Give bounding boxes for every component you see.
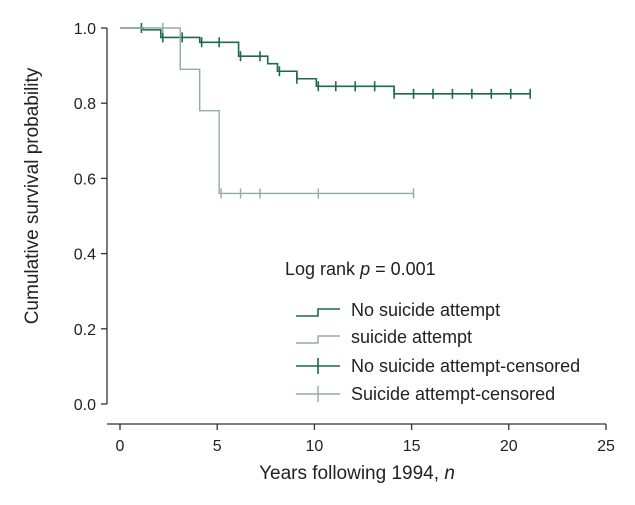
- survival-curve-suicide-attempt: [120, 27, 414, 195]
- y-tick-label-5: 1.0: [74, 21, 96, 38]
- x-axis-title: Years following 1994, n: [259, 463, 455, 484]
- y-tick-label-3: 0.6: [74, 171, 96, 188]
- x-tick-label-3: 15: [403, 438, 421, 455]
- series-suicide-attempt: [120, 23, 415, 199]
- series-no-suicide-attempt: [120, 23, 531, 99]
- y-tick-label-2: 0.4: [74, 247, 96, 264]
- series-layer: [120, 23, 531, 199]
- legend-label-suicide-attempt-censored: Suicide attempt-censored: [351, 384, 555, 404]
- legend-swatch-suicide-attempt: [296, 335, 340, 344]
- legend-label-no-suicide-attempt: No suicide attempt: [351, 300, 500, 320]
- legend-swatch-no-suicide-attempt: [296, 308, 340, 317]
- x-axis-title-main: Years following 1994,: [259, 463, 444, 484]
- log-rank-prefix: Log rank: [285, 259, 360, 279]
- log-rank-value: = 0.001: [370, 259, 436, 279]
- x-tick-label-4: 20: [500, 438, 518, 455]
- y-tick-label-1: 0.2: [74, 322, 96, 339]
- log-rank-annotation: Log rank p = 0.001: [285, 259, 436, 279]
- y-tick-label-0: 0.0: [74, 397, 96, 414]
- x-tick-label-5: 25: [597, 438, 615, 455]
- legend-label-suicide-attempt: suicide attempt: [351, 327, 472, 347]
- x-tick-label-2: 10: [306, 438, 324, 455]
- x-tick-label-0: 0: [116, 438, 125, 455]
- x-axis-title-variable: n: [444, 463, 455, 484]
- y-ticks: 0.0 0.2 0.4 0.6 0.8 1.0: [74, 21, 107, 414]
- y-axis-title: Cumulative survival probability: [22, 67, 43, 324]
- x-ticks: 0 5 10 15 20 25: [116, 424, 615, 455]
- plot-area: 0.0 0.2 0.4 0.6 0.8 1.0 0 5 10 15 20 25: [74, 21, 615, 455]
- legend: No suicide attempt suicide attempt No su…: [296, 300, 580, 404]
- x-tick-label-1: 5: [213, 438, 222, 455]
- y-tick-label-4: 0.8: [74, 96, 96, 113]
- legend-label-no-suicide-attempt-censored: No suicide attempt-censored: [351, 356, 580, 376]
- log-rank-p-symbol: p: [359, 259, 370, 279]
- survival-curve-no-suicide-attempt: [120, 27, 531, 95]
